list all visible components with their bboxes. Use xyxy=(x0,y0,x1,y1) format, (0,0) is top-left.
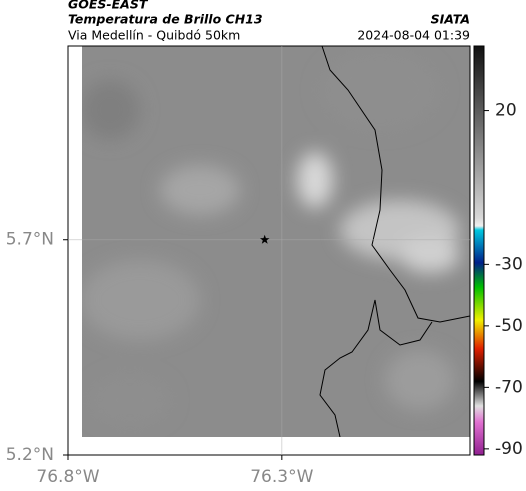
colorbar-tick-label: -50 xyxy=(495,316,523,336)
source: GOES-EAST xyxy=(68,0,149,12)
colorbar-tick-label: -70 xyxy=(495,377,523,397)
subtitle: Via Medellín - Quibdó 50km xyxy=(68,28,240,43)
datetime: 2024-08-04 01:39 xyxy=(357,28,470,43)
location-marker xyxy=(260,234,270,244)
org: SIATA xyxy=(431,12,470,27)
satellite-image xyxy=(82,46,470,437)
colorbar-tick-label: 20 xyxy=(495,101,517,121)
colorbar xyxy=(473,45,485,456)
colorbar-tick-label: -90 xyxy=(495,439,523,459)
x-tick-label: 76.3°W xyxy=(250,467,313,487)
y-tick-label: 5.7°N xyxy=(6,230,54,250)
title: Temperatura de Brillo CH13 xyxy=(68,12,263,27)
y-tick-label: 5.2°N xyxy=(6,445,54,465)
colorbar-tick-label: -30 xyxy=(495,254,523,274)
x-tick-label: 76.8°W xyxy=(36,467,99,487)
map-frame xyxy=(67,45,471,456)
